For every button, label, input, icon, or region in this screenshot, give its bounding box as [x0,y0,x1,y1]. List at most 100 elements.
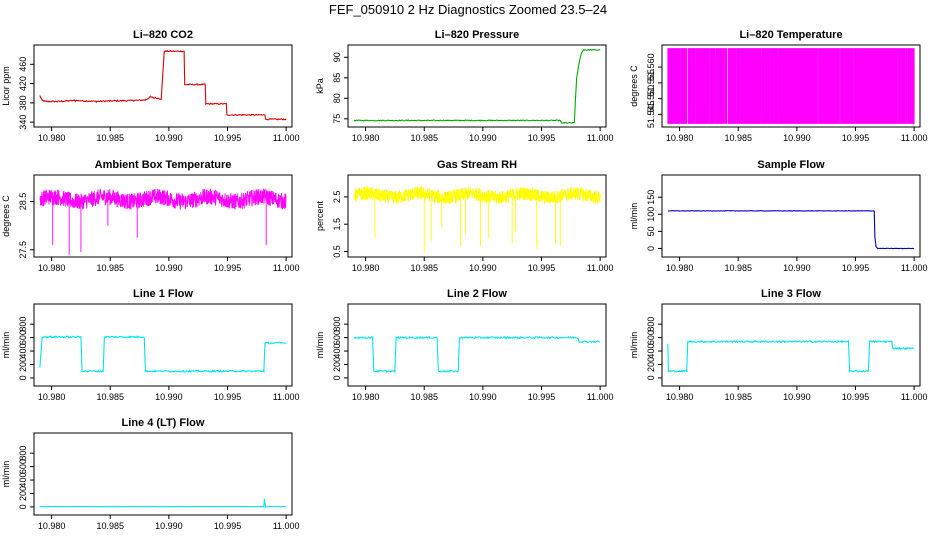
y-tick-label: 51.545 [646,101,656,129]
plot-frame [33,303,293,387]
x-tick-label: 10.980 [352,392,380,402]
panel-title: Line 4 (LT) Flow [122,417,205,429]
plot-frame [347,44,607,128]
x-tick-label: 10.995 [214,392,242,402]
data-series [39,49,287,121]
chart-panel-2: Li–820 Pressure kPa 10.980 10.985 10.990 10.9… [315,29,614,143]
y-tick-label: 100 [646,207,656,222]
y-tick-label: 600 [18,330,28,345]
chart-panel-1: Li–820 CO2 Licor ppm 10.980 10.985 10.990 10.… [1,29,300,143]
series-line [39,498,287,508]
plot-frame [661,174,921,258]
x-tick-label: 10.985 [724,263,752,273]
chart-panel-5: Gas Stream RH percent 10.980 10.985 10.990 10… [315,159,614,273]
data-series [353,335,601,374]
chart-panel-6: Sample Flow ml/min 10.980 10.985 10.990 10.99… [629,159,928,273]
y-tick-label: 0 [18,504,28,509]
panel-title: Li–820 Temperature [739,29,842,41]
y-tick-label: 51.555 [646,69,656,97]
data-series [39,498,287,508]
chart-panel-8: Line 2 Flow ml/min 10.980 10.985 10.990 10.99… [315,288,614,402]
y-axis-label: ml/min [1,332,11,359]
y-tick-label: 2.5 [332,191,342,204]
plot-frame [33,432,293,516]
data-series [667,48,915,124]
y-tick-label: 1.5 [332,218,342,231]
x-tick-label: 10.980 [352,133,380,143]
y-axis-label: Licor ppm [1,66,11,106]
data-series [667,339,915,373]
panel-title: Sample Flow [757,159,825,171]
y-axis-label: ml/min [315,332,325,359]
plot-frame [347,303,607,387]
x-tick-label: 10.985 [724,133,752,143]
series-line [667,48,915,124]
series-line [39,335,287,374]
x-tick-label: 10.995 [842,133,870,143]
y-tick-label: 51.560 [646,53,656,81]
y-tick-label: 800 [646,317,656,332]
x-tick-label: 10.990 [469,133,497,143]
y-tick-label: 600 [332,330,342,345]
plot-frame [33,174,293,258]
x-tick-label: 11.000 [587,392,614,402]
y-tick-label: 0 [646,375,656,380]
x-tick-label: 10.990 [155,263,183,273]
x-tick-label: 10.990 [783,392,811,402]
x-tick-label: 10.985 [410,392,438,402]
x-tick-label: 10.980 [38,133,66,143]
x-tick-label: 10.995 [528,133,556,143]
chart-panel-4: Ambient Box Temperature degrees C 10.980 10… [1,159,300,273]
y-tick-label: 420 [18,76,28,91]
x-tick-label: 10.990 [469,392,497,402]
chart-panel-7: Line 1 Flow ml/min 10.980 10.985 10.990 10.99… [1,288,300,402]
x-tick-label: 10.995 [842,392,870,402]
chart-panel-10: Line 4 (LT) Flow ml/min 10.980 10.985 10.990… [1,417,300,531]
y-tick-label: 75 [332,114,342,124]
series-line [353,48,601,124]
y-tick-label: 400 [332,344,342,359]
panel-title: Li–820 Pressure [435,29,519,41]
x-tick-label: 10.985 [96,392,124,402]
x-tick-label: 10.985 [410,263,438,273]
y-tick-label: 80 [332,93,342,103]
x-tick-label: 11.000 [587,133,614,143]
y-tick-label: 0 [332,375,342,380]
x-tick-label: 10.995 [842,263,870,273]
y-tick-label: 0 [646,246,656,251]
x-tick-label: 10.980 [666,133,694,143]
x-tick-label: 10.985 [410,133,438,143]
y-axis-label: kPa [315,78,325,94]
x-tick-label: 10.990 [469,263,497,273]
x-tick-label: 10.985 [96,263,124,273]
x-tick-label: 10.980 [38,263,66,273]
y-tick-label: 800 [18,446,28,461]
y-axis-label: ml/min [1,461,11,488]
x-tick-label: 10.985 [96,521,124,531]
y-tick-label: 50 [646,226,656,236]
plot-frame [347,174,607,258]
y-tick-label: 51.550 [646,85,656,113]
y-tick-label: 380 [18,95,28,110]
series-line [353,335,601,374]
data-series [667,210,915,250]
y-tick-label: 0.5 [332,245,342,258]
x-tick-label: 10.995 [528,263,556,273]
x-tick-label: 11.000 [273,133,300,143]
x-tick-label: 11.000 [901,263,928,273]
x-tick-label: 11.000 [273,392,300,402]
chart-panel-9: Line 3 Flow ml/min 10.980 10.985 10.990 10.99… [629,288,928,402]
data-series [39,188,287,255]
x-tick-label: 10.980 [38,521,66,531]
y-tick-label: 400 [18,473,28,488]
y-tick-label: 460 [18,57,28,72]
x-tick-label: 10.985 [724,392,752,402]
panel-title: Line 3 Flow [761,288,821,300]
y-tick-label: 200 [332,357,342,372]
x-tick-label: 11.000 [273,263,300,273]
y-axis-label: ml/min [629,332,639,359]
x-tick-label: 11.000 [587,263,614,273]
x-tick-label: 11.000 [901,392,928,402]
plot-frame [33,44,293,128]
